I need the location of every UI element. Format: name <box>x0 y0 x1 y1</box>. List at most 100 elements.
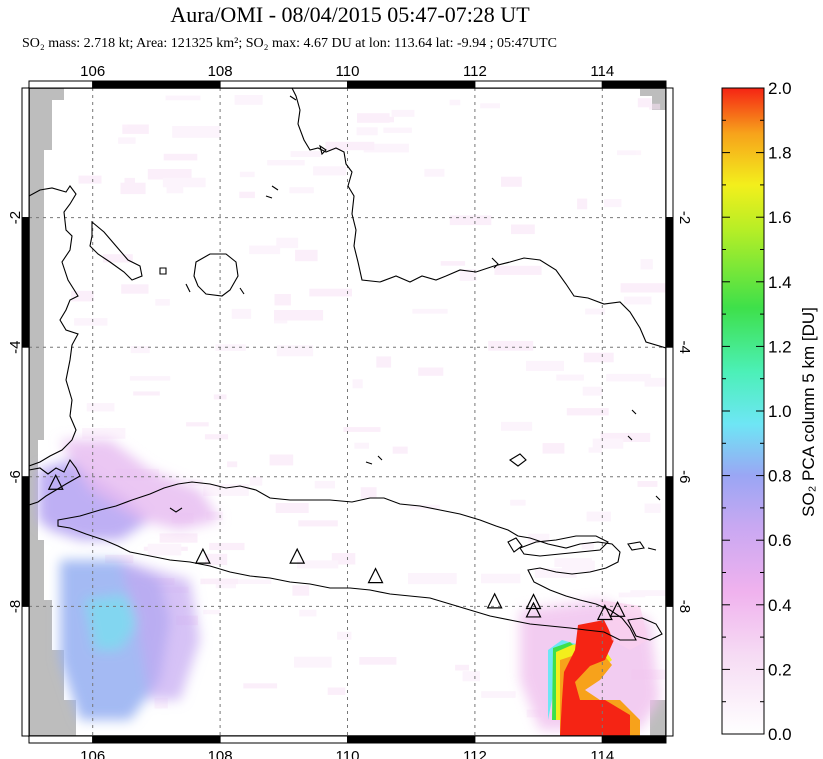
noise-cell <box>203 609 220 615</box>
volcano-marker <box>609 600 626 617</box>
noise-cell <box>624 296 652 305</box>
coastline-karimun <box>365 455 383 465</box>
noise-cell <box>606 373 651 382</box>
noise-cell <box>215 344 246 351</box>
noise-cell <box>331 553 356 565</box>
colorbar-tick-label: 0.2 <box>768 660 792 679</box>
volcano-marker <box>596 604 613 621</box>
volcano-marker <box>47 473 64 490</box>
colorbar: 0.0 0.2 0.4 0.6 0.8 1.0 1.2 1.4 1.6 1.8 2.0 SO₂ PC… <box>721 79 818 744</box>
noise-cell <box>352 379 363 389</box>
noise-cell <box>592 438 624 449</box>
noise-cell <box>162 177 206 188</box>
frame-bar-top <box>92 80 221 89</box>
frame-bar-right <box>665 217 674 348</box>
noise-cell <box>586 511 611 522</box>
noise-cell <box>511 224 535 235</box>
coastline-sumatra-south <box>29 458 81 506</box>
frame-bar-right <box>665 87 674 219</box>
plume-east <box>520 600 660 736</box>
noise-cell <box>408 573 457 585</box>
frame-bar-left <box>21 605 30 737</box>
noise-cell <box>231 308 252 319</box>
x-tick-label-top: 112 <box>463 63 487 80</box>
noise-cell <box>133 391 160 396</box>
y-tick-label-left: -8 <box>7 600 24 613</box>
coastline-belitung <box>193 253 239 297</box>
noise-cell <box>74 318 108 326</box>
noise-cell <box>604 199 622 208</box>
x-tick-label-top: 114 <box>590 63 614 80</box>
noise-cell <box>356 127 378 136</box>
noise-cell <box>130 346 150 354</box>
noise-cell <box>203 484 249 496</box>
colorbar-ticks <box>722 87 764 735</box>
coastline-madura <box>519 535 609 557</box>
coastline-islet-1 <box>159 267 167 275</box>
noise-cell <box>147 543 182 556</box>
colorbar-tick-label: 2.0 <box>768 79 792 98</box>
noise-cell <box>526 360 564 371</box>
plume-west <box>38 440 220 720</box>
noise-cell <box>566 408 609 416</box>
noise-cell <box>275 503 309 513</box>
frame-bar-bottom <box>219 735 349 744</box>
noise-cell <box>209 542 245 551</box>
noise-cell <box>227 461 238 468</box>
noise-cell <box>274 310 324 321</box>
noise-cell <box>200 578 239 585</box>
noise-cell <box>376 356 392 368</box>
coastline-sumatra <box>29 185 79 467</box>
coastline-strait <box>169 507 183 513</box>
noise-cell <box>299 609 317 617</box>
noise-cell <box>289 187 314 194</box>
noise-cell <box>392 446 408 454</box>
noise-cell <box>585 308 606 315</box>
noise-cell <box>239 171 255 178</box>
colorbar-tick-labels: 0.0 0.2 0.4 0.6 0.8 1.0 1.2 1.4 1.6 1.8 2.0 <box>768 79 792 744</box>
x-tick-label-bottom: 112 <box>463 748 487 759</box>
noise-cell <box>577 198 588 210</box>
noise-cell <box>122 124 149 134</box>
noise-cell <box>617 150 642 156</box>
x-tick-labels-bottom: 106 108 110 112 114 <box>80 748 614 759</box>
x-tick-label-bottom: 114 <box>590 748 614 759</box>
frame-bar-bottom <box>347 735 476 744</box>
noise-cell <box>363 143 409 153</box>
noise-cell <box>534 568 577 578</box>
noise-cell <box>313 166 347 176</box>
noise-cell <box>501 176 522 187</box>
frame-bar-bottom <box>474 735 603 744</box>
colorbar-tick-label: 1.4 <box>768 273 792 292</box>
noise-cell <box>462 671 480 682</box>
frame-bar-bottom <box>601 735 667 744</box>
noise-cell <box>159 533 198 543</box>
noise-cell <box>542 443 565 454</box>
noise-cell <box>449 99 461 106</box>
y-tick-label-left: -4 <box>7 341 24 354</box>
coastline-borneo-islet <box>289 95 327 156</box>
colorbar-tick-label: 0.4 <box>768 596 792 615</box>
noise-cell <box>124 177 135 188</box>
frame-bar-top <box>219 80 349 89</box>
x-tick-label-top: 108 <box>208 63 233 80</box>
noise-cell <box>455 664 469 671</box>
volcano-marker <box>486 592 503 609</box>
coastline-borneo-islet-2 <box>491 257 499 269</box>
frame-bar-left <box>21 476 30 607</box>
x-tick-label-bottom: 108 <box>208 748 233 759</box>
noise-cell <box>274 294 291 306</box>
noise-cell <box>494 265 542 275</box>
noise-cell <box>234 95 263 105</box>
y-tick-label-right: -6 <box>676 470 693 483</box>
colorbar-tick-label: 0.8 <box>768 467 792 486</box>
coastline-surabaya-box <box>507 537 523 553</box>
noise-cell <box>71 290 94 302</box>
chart-title: Aura/OMI - 08/04/2015 05:47-07:28 UT <box>170 2 530 27</box>
coastline-borneo <box>291 88 666 349</box>
noise-cell <box>105 554 134 564</box>
y-tick-label-right: -2 <box>676 211 693 224</box>
map-area <box>29 88 666 736</box>
x-tick-labels-top: 106 108 110 112 114 <box>80 63 614 80</box>
